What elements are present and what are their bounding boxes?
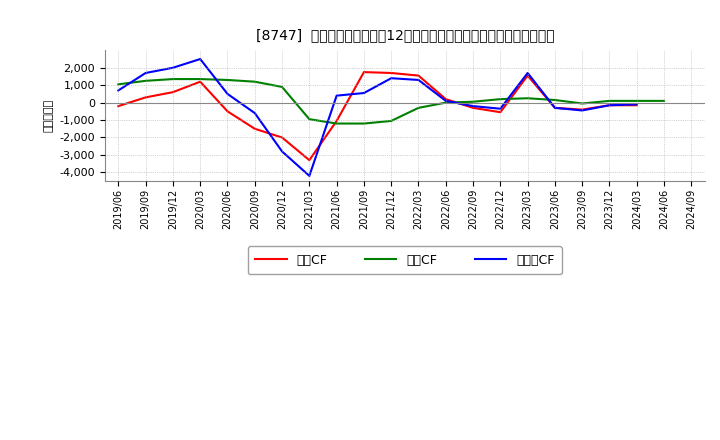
投資CF <box>387 118 395 124</box>
Y-axis label: （百万円）: （百万円） <box>44 99 54 132</box>
フリーCF <box>168 65 177 70</box>
フリーCF <box>333 93 341 98</box>
フリーCF <box>551 105 559 110</box>
投資CF <box>523 95 532 101</box>
投資CF <box>141 78 150 84</box>
営業CF <box>305 158 314 163</box>
投資CF <box>551 97 559 103</box>
営業CF <box>469 105 477 110</box>
投資CF <box>660 98 668 103</box>
投資CF <box>469 99 477 104</box>
営業CF <box>196 79 204 84</box>
営業CF <box>359 70 368 75</box>
フリーCF <box>278 149 287 154</box>
投資CF <box>251 79 259 84</box>
営業CF <box>223 109 232 114</box>
投資CF <box>278 84 287 90</box>
投資CF <box>305 117 314 122</box>
営業CF <box>578 107 587 112</box>
営業CF <box>141 95 150 100</box>
投資CF <box>632 98 641 103</box>
投資CF <box>196 77 204 82</box>
Line: 投資CF: 投資CF <box>118 79 664 124</box>
フリーCF <box>606 103 614 108</box>
フリーCF <box>441 98 450 103</box>
投資CF <box>578 101 587 106</box>
フリーCF <box>632 102 641 107</box>
営業CF <box>278 135 287 140</box>
Title: [8747]  キャッシュフローの12か月移動合計の対前年同期増減額の推移: [8747] キャッシュフローの12か月移動合計の対前年同期増減額の推移 <box>256 28 554 42</box>
投資CF <box>333 121 341 126</box>
フリーCF <box>196 56 204 62</box>
フリーCF <box>469 103 477 109</box>
フリーCF <box>223 91 232 96</box>
フリーCF <box>523 70 532 76</box>
フリーCF <box>414 77 423 83</box>
営業CF <box>441 96 450 102</box>
投資CF <box>606 98 614 103</box>
Line: 営業CF: 営業CF <box>118 72 636 160</box>
営業CF <box>606 103 614 108</box>
営業CF <box>168 89 177 95</box>
営業CF <box>551 105 559 110</box>
投資CF <box>223 77 232 83</box>
フリーCF <box>141 70 150 76</box>
Legend: 営業CF, 投資CF, フリーCF: 営業CF, 投資CF, フリーCF <box>248 246 562 274</box>
営業CF <box>632 103 641 108</box>
フリーCF <box>305 173 314 179</box>
フリーCF <box>496 106 505 111</box>
投資CF <box>359 121 368 126</box>
Line: フリーCF: フリーCF <box>118 59 636 176</box>
営業CF <box>496 110 505 115</box>
営業CF <box>414 73 423 78</box>
フリーCF <box>387 76 395 81</box>
営業CF <box>114 103 122 109</box>
フリーCF <box>359 90 368 95</box>
投資CF <box>114 82 122 87</box>
営業CF <box>333 118 341 124</box>
営業CF <box>251 126 259 132</box>
フリーCF <box>114 88 122 93</box>
投資CF <box>496 96 505 102</box>
投資CF <box>441 100 450 105</box>
投資CF <box>168 77 177 82</box>
投資CF <box>414 105 423 110</box>
営業CF <box>387 70 395 76</box>
フリーCF <box>251 110 259 116</box>
フリーCF <box>578 108 587 113</box>
営業CF <box>523 73 532 78</box>
